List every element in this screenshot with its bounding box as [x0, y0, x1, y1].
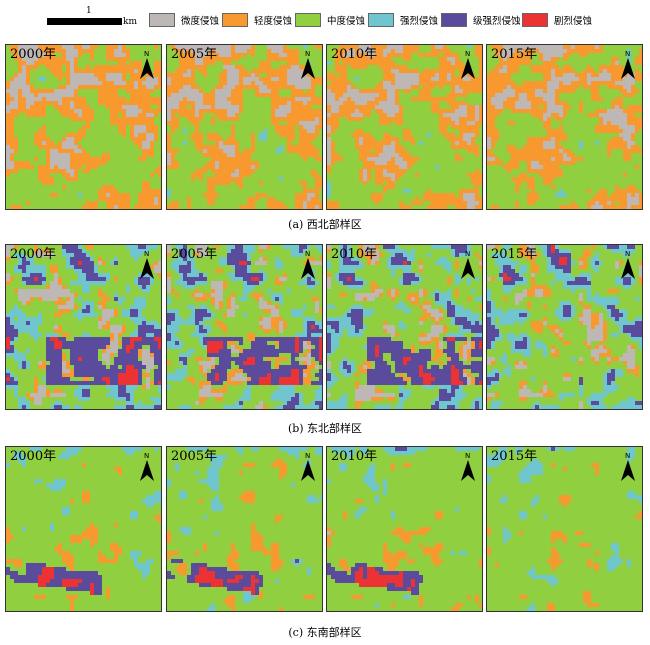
north-arrow-icon: N	[140, 50, 154, 79]
north-arrow-icon: N	[301, 250, 315, 279]
panel-year-label: 2010年	[331, 247, 378, 262]
panel-year-label: 2000年	[10, 449, 57, 464]
panel-year-label: 2005年	[171, 247, 218, 262]
north-arrow-icon: N	[461, 250, 475, 279]
map-panel-ne-2010: 2010年 N	[326, 244, 483, 410]
caption-southeast: (c) 东南部样区	[288, 626, 362, 639]
map-panel-se-2015: 2015年 N	[486, 446, 643, 612]
svg-text:N: N	[144, 50, 149, 58]
north-arrow-icon: N	[461, 50, 475, 79]
map-panel-se-2000: 2000年 N	[5, 446, 162, 612]
svg-text:N: N	[305, 50, 310, 58]
legend-label-intense: 强烈侵蚀	[400, 16, 439, 27]
panel-year-label: 2015年	[491, 47, 538, 62]
erosion-map	[167, 245, 322, 409]
map-panel-nw-2005: 2005年 N	[166, 44, 323, 210]
legend-label-severe: 剧烈侵蚀	[554, 16, 593, 27]
legend-item-severe: 剧烈侵蚀	[522, 13, 592, 27]
erosion-map	[167, 447, 322, 611]
legend-swatch-severe	[522, 13, 548, 27]
north-arrow-icon: N	[621, 452, 635, 481]
map-panel-nw-2000: 2000年 N	[5, 44, 162, 210]
erosion-map	[6, 245, 161, 409]
erosion-map	[487, 447, 642, 611]
legend-item-intense: 强烈侵蚀	[368, 13, 438, 27]
map-panel-nw-2010: 2010年 N	[326, 44, 483, 210]
erosion-map	[487, 45, 642, 209]
erosion-map	[327, 45, 482, 209]
legend-swatch-intense	[368, 13, 394, 27]
erosion-map	[167, 45, 322, 209]
sample-area-southeast: 2000年 N 2005年 N 2010年 N 2015年 N (c) 东南部样…	[0, 446, 650, 645]
caption-northeast: (b) 东北部样区	[287, 422, 363, 435]
legend-label-mild: 轻度侵蚀	[254, 16, 293, 27]
panel-year-label: 2010年	[331, 47, 378, 62]
map-panel-se-2010: 2010年 N	[326, 446, 483, 612]
legend-swatch-slight	[149, 13, 175, 27]
legend-label-slight: 微度侵蚀	[181, 16, 220, 27]
svg-text:N: N	[465, 50, 470, 58]
legend-item-mild: 轻度侵蚀	[222, 13, 292, 27]
erosion-map	[6, 45, 161, 209]
scale-bar-unit: km	[123, 17, 137, 27]
erosion-map	[327, 447, 482, 611]
panel-year-label: 2015年	[491, 449, 538, 464]
map-panel-se-2005: 2005年 N	[166, 446, 323, 612]
north-arrow-icon: N	[301, 452, 315, 481]
legend-item-moderate: 中度侵蚀	[295, 13, 365, 27]
map-panel-ne-2015: 2015年 N	[486, 244, 643, 410]
scale-bar	[47, 18, 122, 25]
legend-item-very-intense: 级强烈侵蚀	[441, 13, 521, 27]
panel-year-label: 2010年	[331, 449, 378, 464]
sample-area-northwest: 2000年 N 2005年 N 2010年 N 2015年 N (a) 西北部样…	[0, 44, 650, 244]
legend-label-very-intense: 级强烈侵蚀	[473, 16, 521, 27]
erosion-map	[327, 245, 482, 409]
panel-year-label: 2005年	[171, 449, 218, 464]
north-arrow-icon: N	[621, 250, 635, 279]
legend: 1 km 微度侵蚀 轻度侵蚀 中度侵蚀 强烈侵蚀 级强烈侵蚀 剧烈侵蚀	[0, 6, 650, 34]
scale-bar-number: 1	[86, 6, 92, 16]
legend-swatch-mild	[222, 13, 248, 27]
panel-year-label: 2015年	[491, 247, 538, 262]
north-arrow-icon: N	[621, 50, 635, 79]
panel-year-label: 2005年	[171, 47, 218, 62]
north-arrow-icon: N	[461, 452, 475, 481]
map-panel-ne-2000: 2000年 N	[5, 244, 162, 410]
legend-label-moderate: 中度侵蚀	[327, 16, 366, 27]
north-arrow-icon: N	[140, 452, 154, 481]
legend-item-slight: 微度侵蚀	[149, 13, 219, 27]
caption-northwest: (a) 西北部样区	[288, 218, 362, 231]
panel-year-label: 2000年	[10, 47, 57, 62]
legend-swatch-very-intense	[441, 13, 467, 27]
legend-swatch-moderate	[295, 13, 321, 27]
north-arrow-icon: N	[301, 50, 315, 79]
erosion-map	[487, 245, 642, 409]
sample-area-northeast: 2000年 N 2005年 N 2010年 N 2015年 N (b) 东北部样…	[0, 244, 650, 444]
erosion-map	[6, 447, 161, 611]
map-panel-ne-2005: 2005年 N	[166, 244, 323, 410]
map-panel-nw-2015: 2015年 N	[486, 44, 643, 210]
panel-year-label: 2000年	[10, 247, 57, 262]
north-arrow-icon: N	[140, 250, 154, 279]
